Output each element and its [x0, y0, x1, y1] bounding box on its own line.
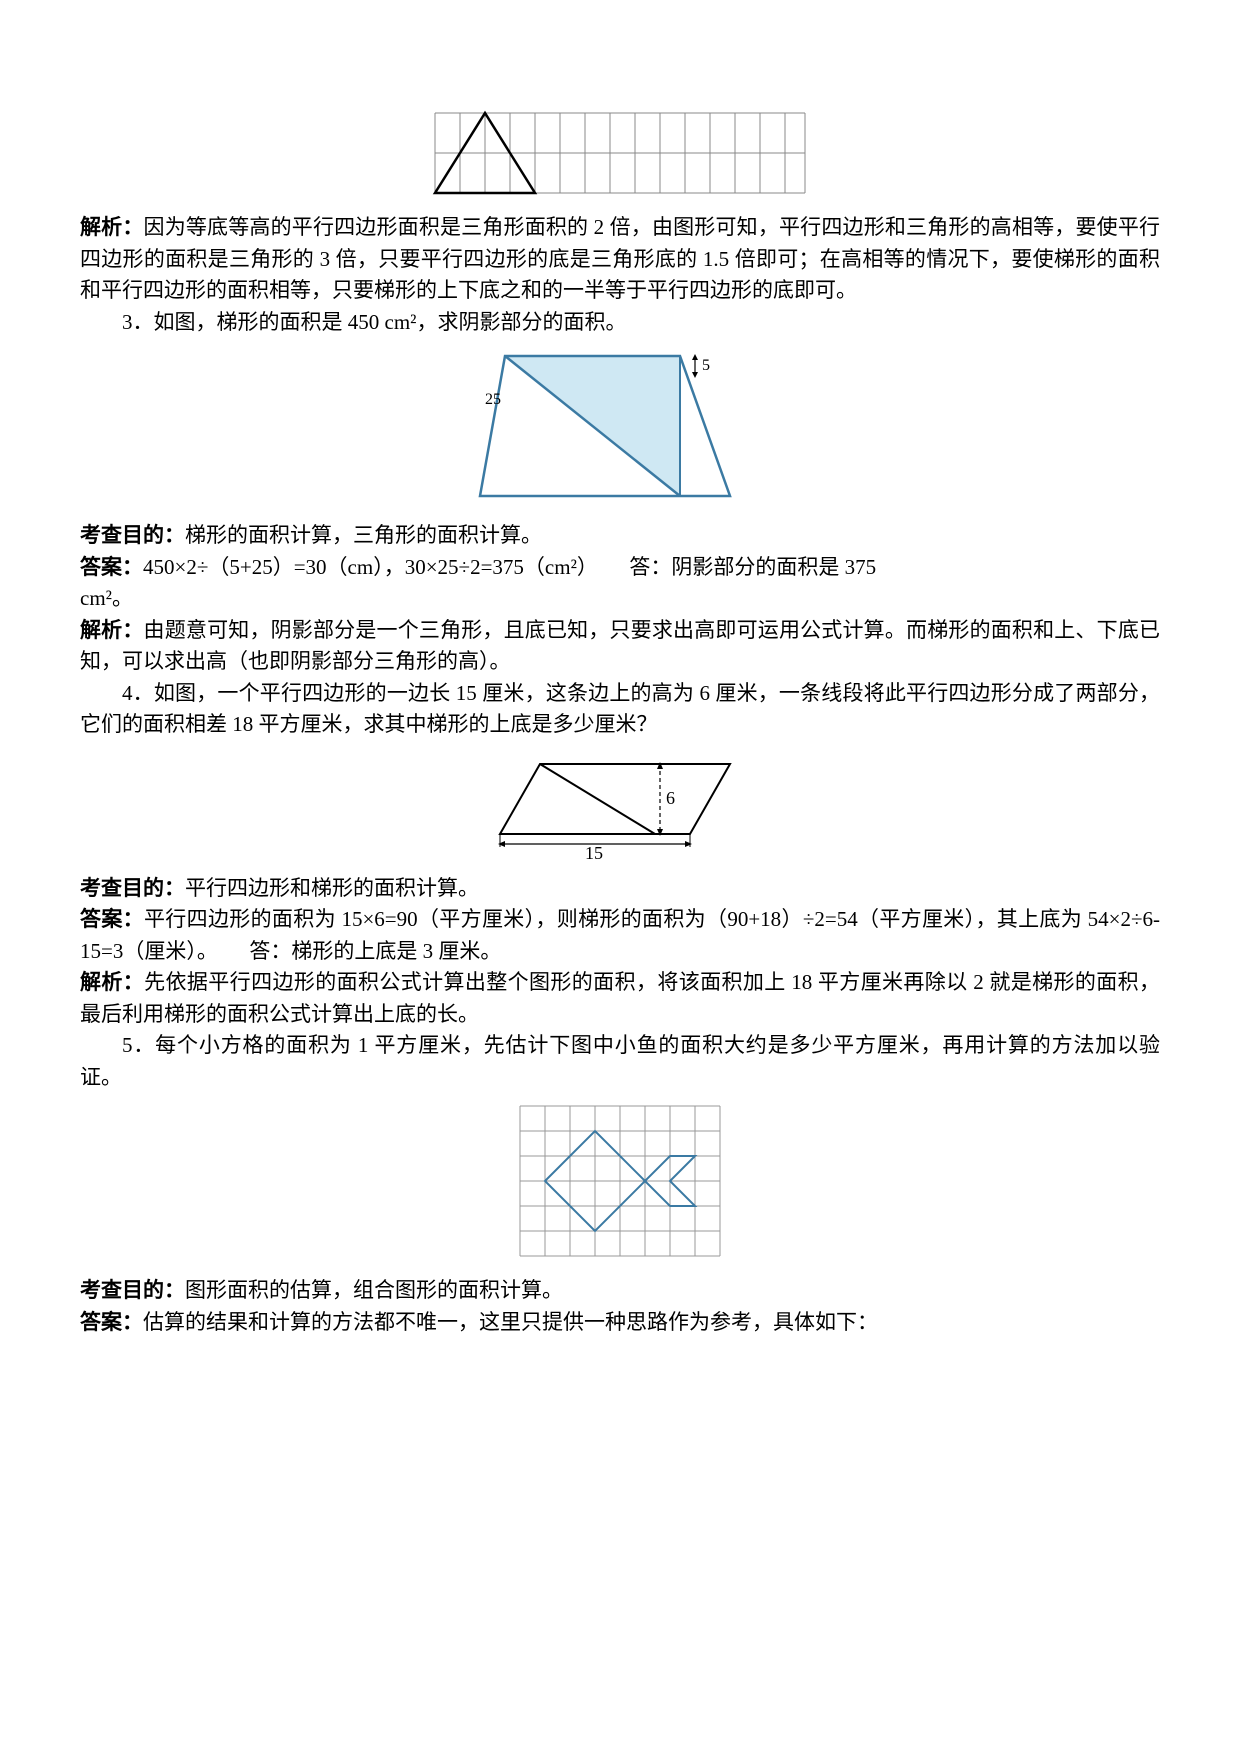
fig4-height-label: 6 [666, 788, 675, 808]
analysis-2: 解析：因为等底等高的平行四边形面积是三角形面积的 2 倍，由图形可知，平行四边形… [80, 212, 1160, 307]
figure-parallelogram: 6 15 [80, 749, 1160, 865]
fig3-top-label: 5 [702, 357, 710, 374]
answer-5-text: 估算的结果和计算的方法都不唯一，这里只提供一种思路作为参考，具体如下： [143, 1310, 878, 1334]
question-3: 3．如图，梯形的面积是 450 cm²，求阴影部分的面积。 [80, 307, 1160, 339]
analysis-label: 解析： [80, 618, 144, 642]
fig3-side-label: 25 [485, 391, 501, 408]
document-page: 解析：因为等底等高的平行四边形面积是三角形面积的 2 倍，由图形可知，平行四边形… [0, 0, 1240, 1438]
figure-grid-shapes [80, 108, 1160, 204]
purpose-label: 考查目的： [80, 876, 185, 900]
question-4: 4．如图，一个平行四边形的一边长 15 厘米，这条边上的高为 6 厘米，一条线段… [80, 678, 1160, 741]
answer-3: 答案：450×2÷（5+25）=30（cm），30×25÷2=375（cm²） … [80, 552, 1160, 584]
analysis-2-text: 因为等底等高的平行四边形面积是三角形面积的 2 倍，由图形可知，平行四边形和三角… [80, 215, 1160, 302]
analysis-label: 解析： [80, 215, 144, 239]
purpose-label: 考查目的： [80, 1278, 185, 1302]
purpose-label: 考查目的： [80, 523, 185, 547]
fig4-base-label: 15 [585, 843, 603, 859]
purpose-5-text: 图形面积的估算，组合图形的面积计算。 [185, 1278, 563, 1302]
purpose-4-text: 平行四边形和梯形的面积计算。 [185, 876, 479, 900]
purpose-3-text: 梯形的面积计算，三角形的面积计算。 [185, 523, 542, 547]
figure-trapezoid-shadow: 5 25 [80, 346, 1160, 512]
analysis-3: 解析：由题意可知，阴影部分是一个三角形，且底已知，只要求出高即可运用公式计算。而… [80, 615, 1160, 678]
answer-4: 答案：平行四边形的面积为 15×6=90（平方厘米），则梯形的面积为（90+18… [80, 904, 1160, 967]
answer-label: 答案： [80, 1310, 143, 1334]
answer-3b: cm²。 [80, 583, 1160, 615]
answer-5: 答案：估算的结果和计算的方法都不唯一，这里只提供一种思路作为参考，具体如下： [80, 1307, 1160, 1339]
question-5: 5．每个小方格的面积为 1 平方厘米，先估计下图中小鱼的面积大约是多少平方厘米，… [80, 1030, 1160, 1093]
purpose-3: 考查目的：梯形的面积计算，三角形的面积计算。 [80, 520, 1160, 552]
analysis-3-text: 由题意可知，阴影部分是一个三角形，且底已知，只要求出高即可运用公式计算。而梯形的… [80, 618, 1160, 674]
answer-3-text: 450×2÷（5+25）=30（cm），30×25÷2=375（cm²） 答：阴… [143, 555, 876, 579]
purpose-5: 考查目的：图形面积的估算，组合图形的面积计算。 [80, 1275, 1160, 1307]
analysis-4-text: 先依据平行四边形的面积公式计算出整个图形的面积，将该面积加上 18 平方厘米再除… [80, 970, 1160, 1026]
answer-label: 答案： [80, 555, 143, 579]
analysis-4: 解析：先依据平行四边形的面积公式计算出整个图形的面积，将该面积加上 18 平方厘… [80, 967, 1160, 1030]
analysis-label: 解析： [80, 970, 144, 994]
answer-4-text: 平行四边形的面积为 15×6=90（平方厘米），则梯形的面积为（90+18）÷2… [80, 907, 1160, 963]
answer-label: 答案： [80, 907, 144, 931]
purpose-4: 考查目的：平行四边形和梯形的面积计算。 [80, 873, 1160, 905]
figure-fish-grid [80, 1101, 1160, 1267]
